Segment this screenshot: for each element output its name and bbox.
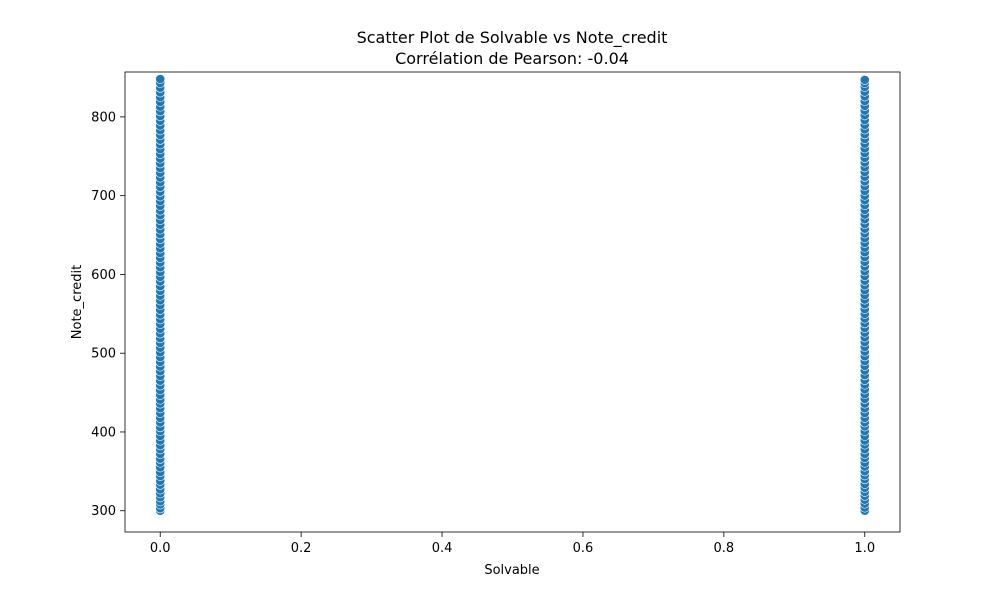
data-point xyxy=(155,74,166,84)
x-tick-label: 0.6 xyxy=(573,541,594,556)
chart-title: Scatter Plot de Solvable vs Note_credit xyxy=(357,28,668,48)
y-tick-label: 500 xyxy=(91,347,116,362)
x-tick-label: 1.0 xyxy=(854,541,875,556)
y-tick-label: 300 xyxy=(91,504,116,519)
x-tick-label: 0.4 xyxy=(432,541,453,556)
y-tick-label: 700 xyxy=(91,189,116,204)
x-axis: 0.0 0.2 0.4 0.6 0.8 1.0 xyxy=(150,532,875,556)
y-tick-label: 600 xyxy=(91,268,116,283)
plot-frame xyxy=(124,71,901,533)
chart-subtitle: Corrélation de Pearson: -0.04 xyxy=(395,49,629,68)
y-tick-label: 800 xyxy=(91,110,116,125)
x-tick-label: 0.8 xyxy=(714,541,735,556)
x-axis-label: Solvable xyxy=(484,563,539,578)
y-tick-label: 400 xyxy=(91,425,116,440)
points-layer xyxy=(155,74,870,516)
y-axis-label: Note_credit xyxy=(70,265,85,339)
y-axis: 300 400 500 600 700 800 xyxy=(91,110,125,519)
data-point xyxy=(859,74,870,85)
x-tick-label: 0.2 xyxy=(291,541,312,556)
x-tick-label: 0.0 xyxy=(150,541,171,556)
